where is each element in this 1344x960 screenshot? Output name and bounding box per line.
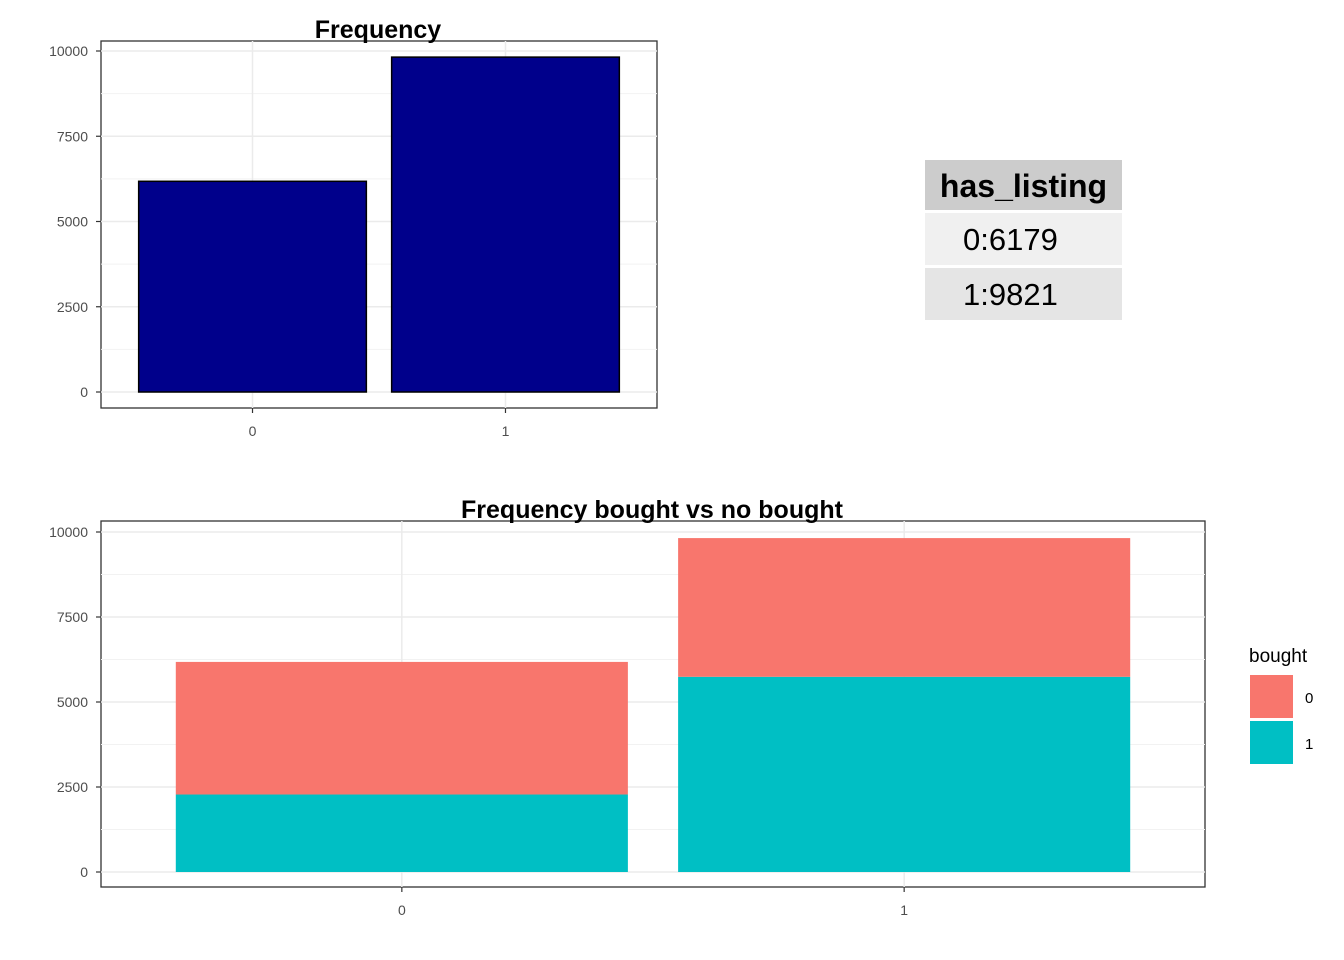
bought-legend: bought 0 1 [1249,646,1313,764]
frequency-xtick-label: 0 [249,423,257,439]
has-listing-table: has_listing 0:6179 1:9821 [925,160,1122,320]
bought-bar-segment [175,661,628,795]
frequency-bar [137,180,368,393]
bought-bar-segment [678,676,1131,872]
table-header: has_listing [925,160,1122,213]
table-row: 0:6179 [925,213,1122,268]
bought-xtick-label: 1 [900,902,908,918]
frequency-ytick-label: 5000 [57,214,88,230]
bought-ytick-label: 5000 [57,694,88,710]
legend-swatch [1250,721,1293,764]
bought-ytick-label: 10000 [49,524,88,540]
legend-label: 0 [1305,690,1313,707]
frequency-chart: 0 2500 5000 7500 10000 0 1 Frequency [49,16,658,439]
frequency-ytick-label: 2500 [57,299,88,315]
bought-bar-segment [175,794,628,872]
bought-vs-no-bought-chart: 0 2500 5000 7500 10000 0 1 Frequency bought v… [49,496,1313,918]
bought-ytick-label: 0 [80,864,88,880]
bought-ytick-label: 2500 [57,779,88,795]
frequency-title: Frequency [315,16,442,44]
bought-ytick-label: 7500 [57,609,88,625]
frequency-ytick-label: 10000 [49,43,88,59]
bought-title: Frequency bought vs no bought [461,496,844,524]
frequency-ytick-label: 0 [80,384,88,400]
bought-bar-segment [678,538,1131,677]
bought-xtick-label: 0 [398,902,406,918]
frequency-ytick-label: 7500 [57,128,88,144]
frequency-bar [390,56,621,393]
legend-swatch [1250,675,1293,718]
table-row: 1:9821 [925,268,1122,320]
legend-title: bought [1249,646,1308,667]
frequency-xtick-label: 1 [502,423,510,439]
legend-label: 1 [1305,736,1313,753]
